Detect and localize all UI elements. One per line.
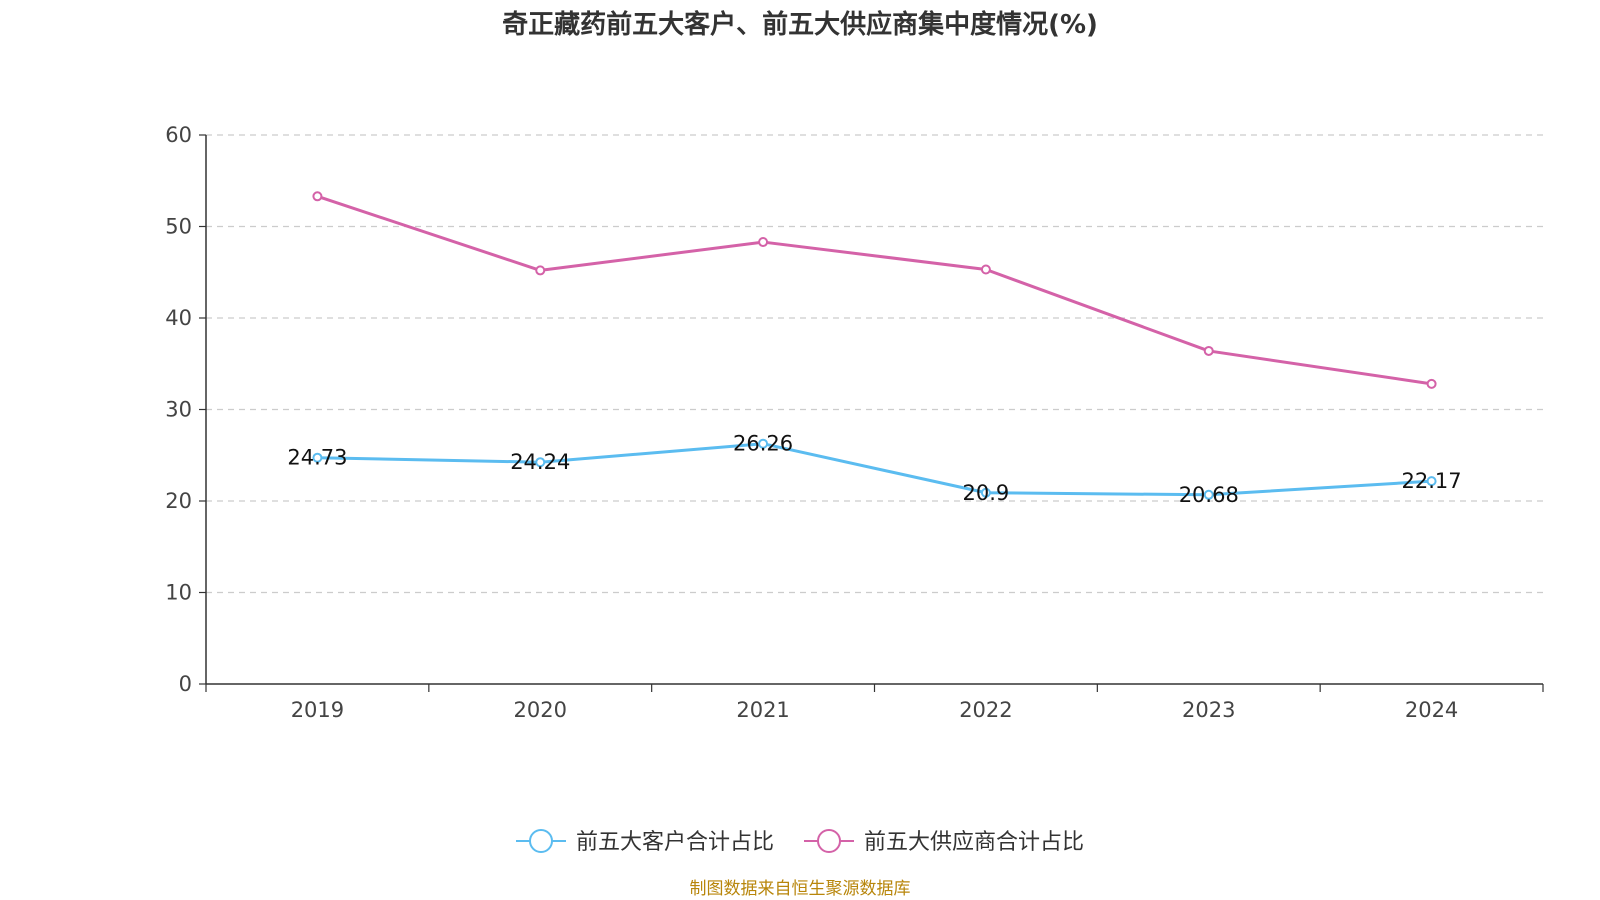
chart-title: 奇正藏药前五大客户、前五大供应商集中度情况(%) xyxy=(502,9,1098,40)
series-1-point xyxy=(312,452,323,463)
series-1-point xyxy=(1203,489,1214,500)
x-tick-label: 2019 xyxy=(291,698,344,722)
series-1-point xyxy=(980,487,991,498)
x-tick-label: 2024 xyxy=(1405,698,1458,722)
x-tick-label: 2021 xyxy=(736,698,789,722)
x-tick-label: 2022 xyxy=(959,698,1012,722)
legend-item-2[interactable]: 前五大供应商合计占比 xyxy=(804,829,1084,855)
series-line-1 xyxy=(317,442,1432,497)
y-tick-label: 30 xyxy=(165,398,192,422)
legend-marker-icon xyxy=(529,829,553,853)
legend-label: 前五大供应商合计占比 xyxy=(864,830,1084,855)
x-tick-label: 2020 xyxy=(514,698,567,722)
series-2-point xyxy=(758,237,769,248)
series-1-point xyxy=(535,457,546,468)
legend-marker-icon xyxy=(817,829,841,853)
grid-lines xyxy=(206,134,1543,594)
y-tick-label: 10 xyxy=(165,581,192,605)
legend-item-1[interactable]: 前五大客户合计占比 xyxy=(516,829,774,855)
data-label: 24.24 xyxy=(510,450,570,474)
source-note: 制图数据来自恒生聚源数据库 xyxy=(690,879,911,899)
series-1-point xyxy=(1426,476,1437,487)
data-label: 26.26 xyxy=(733,432,793,456)
series-2-point xyxy=(535,265,546,276)
axes: 0 10 20 30 40 50 60 2019 2020 2021 2022 2023 2024 xyxy=(165,123,1544,722)
series-2-point xyxy=(312,191,323,202)
y-tick-label: 60 xyxy=(165,123,192,147)
y-tick-label: 40 xyxy=(165,306,192,330)
data-label: 20.9 xyxy=(963,481,1010,505)
y-tick-label: 50 xyxy=(165,215,192,239)
legend-label: 前五大客户合计占比 xyxy=(576,830,774,855)
series-2-point xyxy=(1203,345,1214,356)
data-labels: 24.73 24.24 26.26 20.9 20.68 22.17 xyxy=(287,432,1461,507)
data-label: 20.68 xyxy=(1179,483,1239,507)
legend[interactable]: 前五大客户合计占比 前五大供应商合计占比 xyxy=(516,829,1084,855)
y-tick-label: 20 xyxy=(165,489,192,513)
series-line-2 xyxy=(316,194,1432,386)
series-2-point xyxy=(1426,378,1437,389)
y-tick-label: 0 xyxy=(179,672,192,696)
series-layer xyxy=(312,191,1437,500)
data-label: 22.17 xyxy=(1402,469,1462,493)
data-label: 24.73 xyxy=(287,446,347,470)
series-1-point xyxy=(758,438,769,449)
x-tick-label: 2023 xyxy=(1182,698,1235,722)
series-2-point xyxy=(980,264,991,275)
